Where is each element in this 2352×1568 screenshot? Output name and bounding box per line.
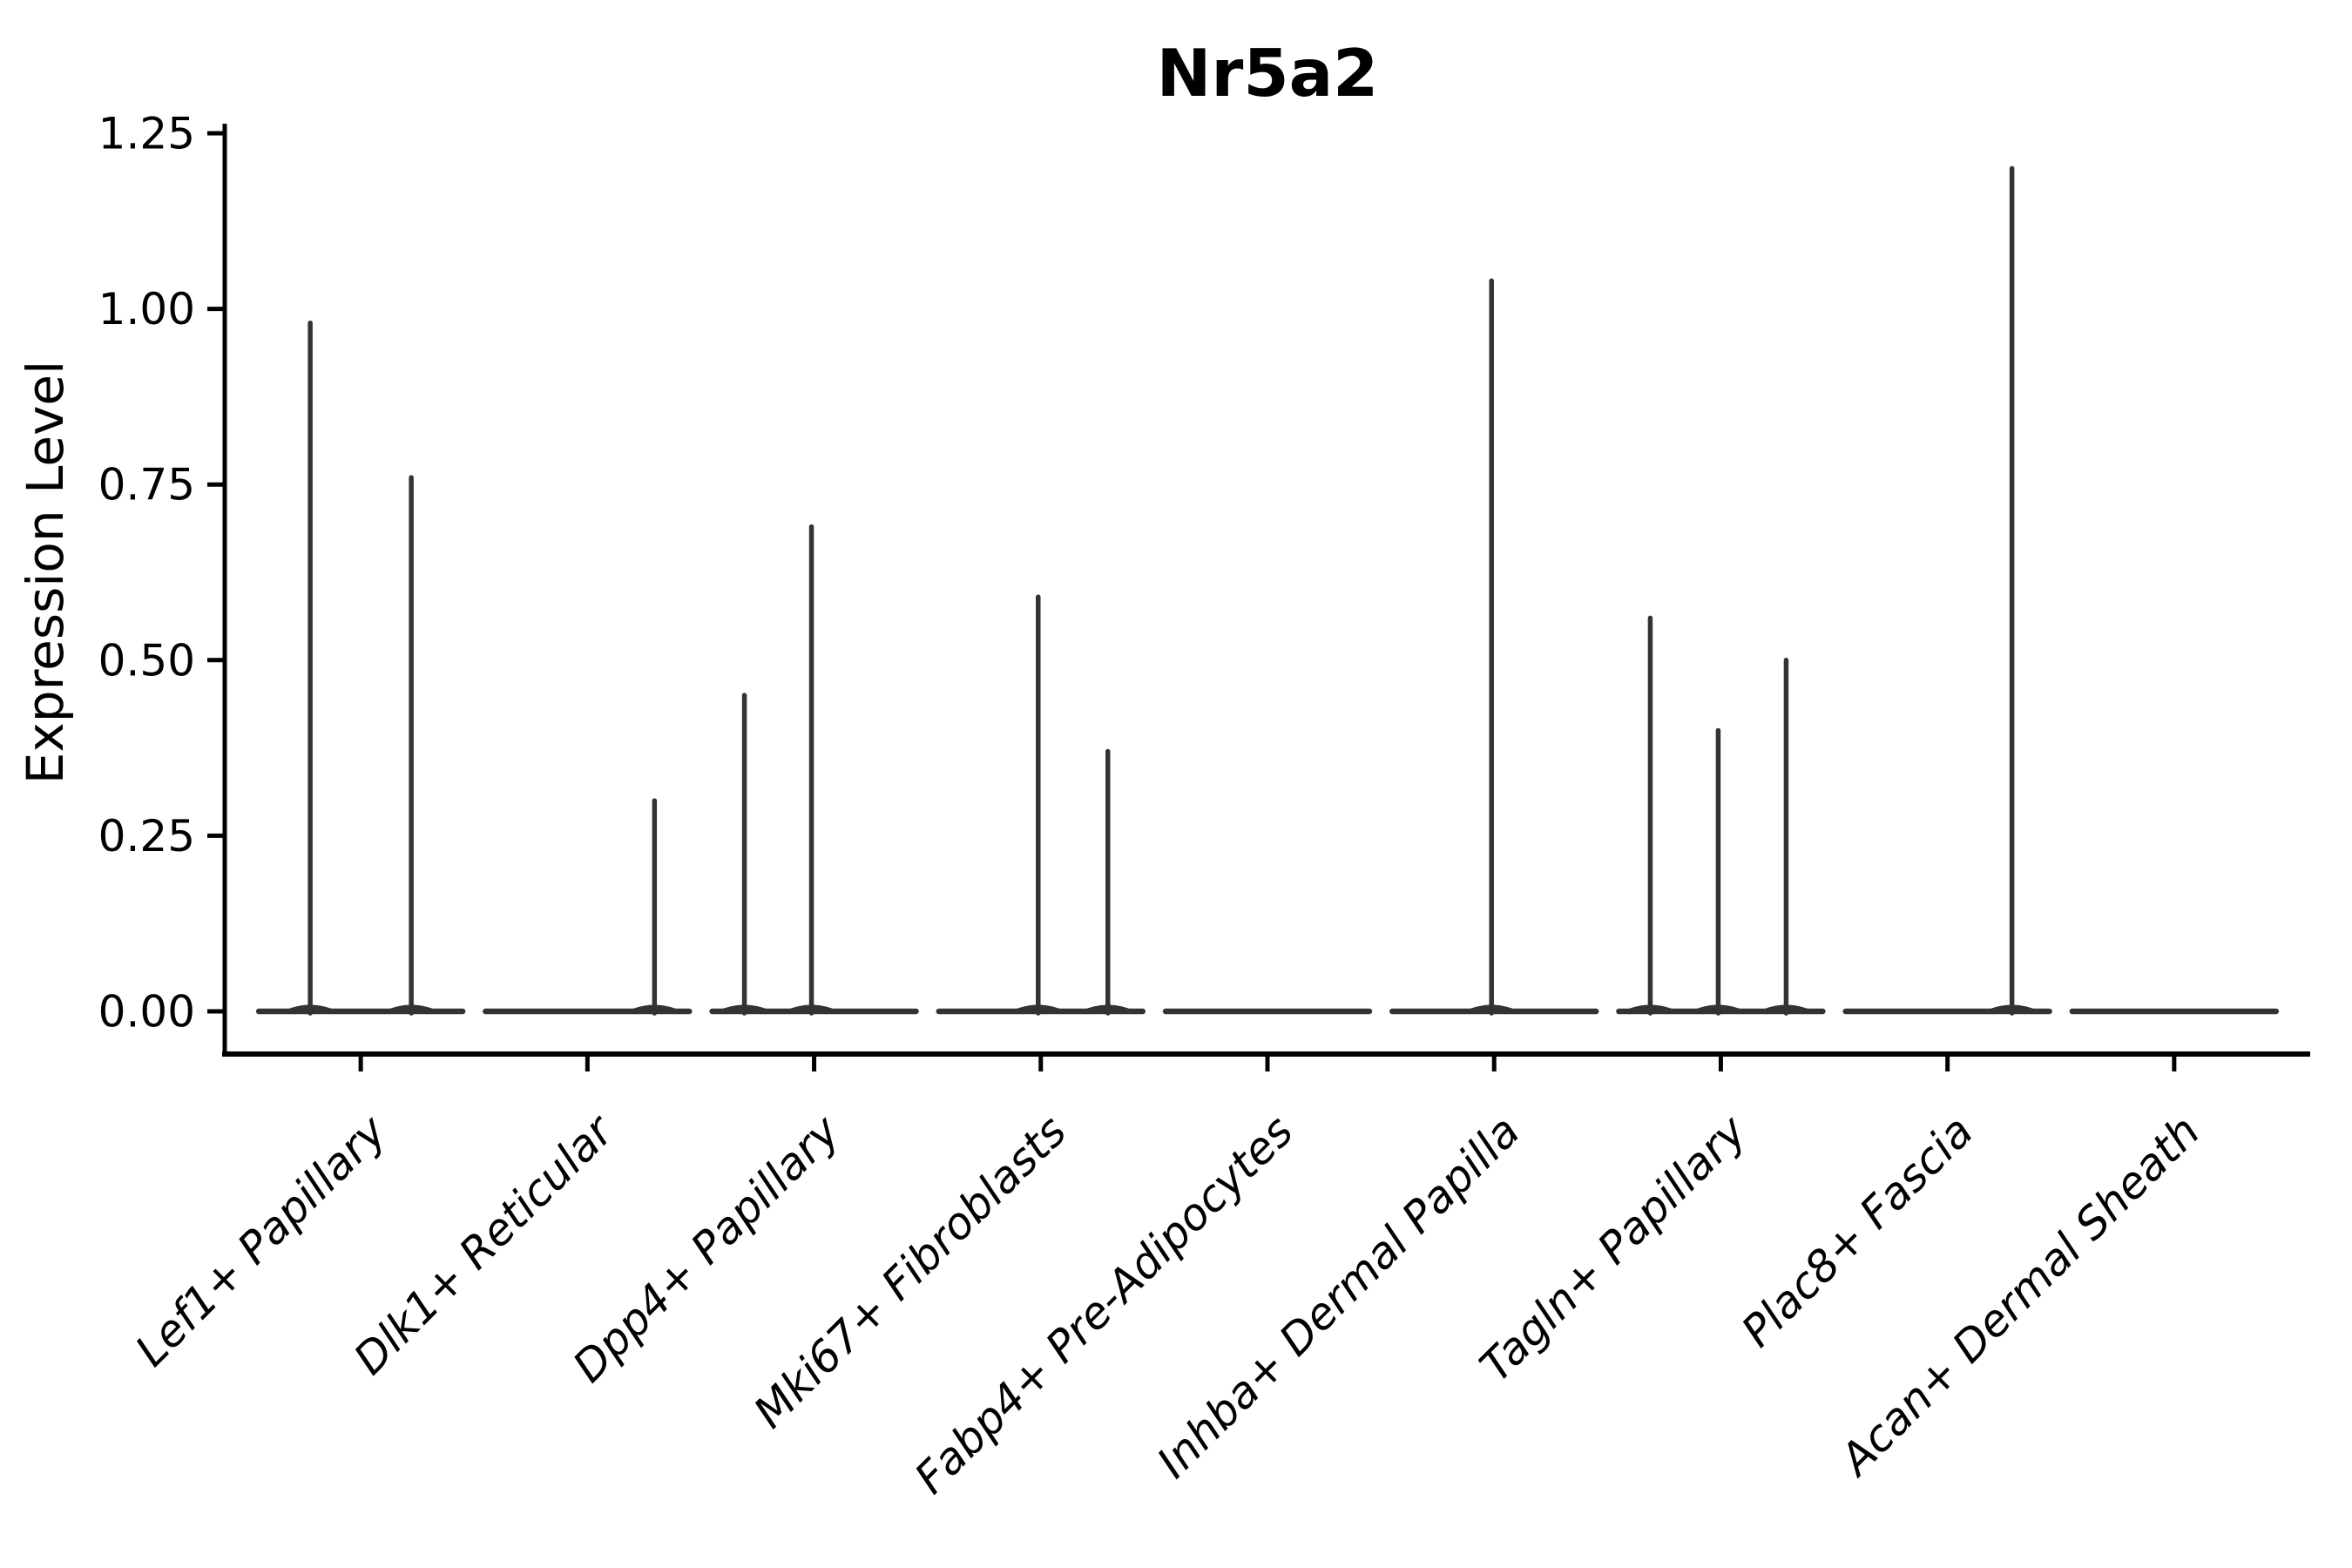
violin-4 (936, 594, 1146, 1016)
violin-1 (255, 320, 466, 1016)
violin-2 (483, 798, 693, 1016)
y-tick-label: 1.25 (98, 109, 195, 159)
y-tick-label: 0.75 (98, 460, 195, 510)
violin-6 (1389, 278, 1599, 1016)
violin-7 (1616, 615, 1826, 1016)
violin-3 (709, 524, 919, 1016)
y-tick-label: 1.00 (98, 284, 195, 335)
y-ticks-layer: 0.00 0.25 0.50 0.75 1.00 1.25 (98, 109, 225, 1037)
x-tick-label: Inhba+ Dermal Papilla (1147, 1105, 1529, 1487)
y-tick-label: 0.00 (98, 987, 195, 1037)
chart-title: Nr5a2 (1157, 35, 1379, 112)
violin-8 (1842, 166, 2052, 1016)
violins-layer (255, 166, 2280, 1016)
y-tick-label: 0.25 (98, 811, 195, 862)
x-tick-label: Fabp4+ Pre-Adipocytes (905, 1105, 1303, 1504)
x-tick-label: Plac8+ Fascia (1732, 1105, 1983, 1356)
y-axis-label: Expression Level (16, 361, 75, 784)
x-tick-label: Acan+ Dermal Sheath (1828, 1105, 2209, 1486)
y-tick-label: 0.50 (98, 635, 195, 686)
